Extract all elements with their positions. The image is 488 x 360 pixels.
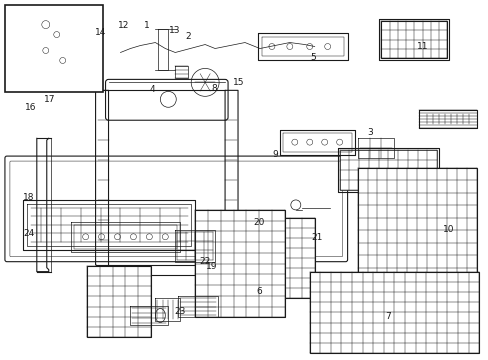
Bar [195, 210, 285, 318]
Text: 23: 23 [174, 307, 185, 316]
Text: 4: 4 [149, 85, 154, 94]
Text: 19: 19 [205, 262, 217, 271]
Text: 17: 17 [44, 95, 55, 104]
Text: 6: 6 [256, 287, 262, 296]
Bar [309, 272, 478, 353]
Text: 5: 5 [309, 53, 315, 62]
Text: 11: 11 [416, 42, 427, 51]
Text: 15: 15 [232, 78, 244, 87]
Text: 18: 18 [23, 193, 35, 202]
Text: 7: 7 [385, 312, 390, 321]
Text: 24: 24 [23, 229, 35, 238]
Bar [215, 218, 314, 298]
Bar [357, 168, 476, 293]
Bar [86, 266, 151, 337]
Text: 20: 20 [253, 218, 264, 227]
Text: 9: 9 [272, 150, 278, 159]
Text: 8: 8 [211, 84, 217, 93]
Text: 16: 16 [25, 103, 37, 112]
Text: 10: 10 [443, 225, 454, 234]
Bar [339, 150, 436, 190]
Bar [381, 21, 447, 58]
Text: 22: 22 [199, 257, 210, 266]
Text: 1: 1 [144, 21, 150, 30]
Text: 13: 13 [169, 26, 180, 35]
Text: 14: 14 [95, 28, 106, 37]
Text: 2: 2 [185, 32, 191, 41]
Text: 21: 21 [310, 233, 322, 242]
Bar [5, 5, 102, 92]
Text: 12: 12 [118, 21, 129, 30]
Text: 3: 3 [366, 128, 372, 137]
